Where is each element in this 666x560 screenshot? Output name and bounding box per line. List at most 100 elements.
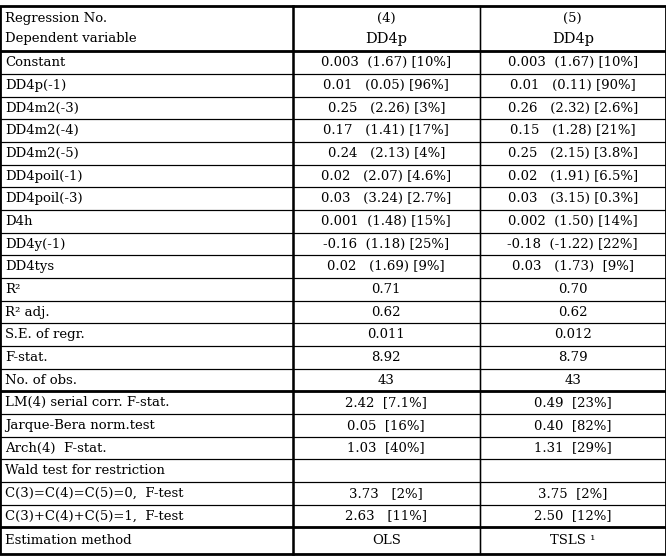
Bar <box>480 188 666 210</box>
Text: -0.16  (1.18) [25%]: -0.16 (1.18) [25%] <box>323 237 450 251</box>
Text: 0.26   (2.32) [2.6%]: 0.26 (2.32) [2.6%] <box>507 101 638 115</box>
Bar <box>293 301 480 324</box>
Text: F-stat.: F-stat. <box>5 351 48 364</box>
Text: DD4p: DD4p <box>365 31 408 45</box>
Bar <box>480 97 666 119</box>
Bar <box>0 233 293 255</box>
Bar <box>0 210 293 233</box>
Bar <box>293 391 480 414</box>
Text: 0.25   (2.15) [3.8%]: 0.25 (2.15) [3.8%] <box>507 147 638 160</box>
Text: OLS: OLS <box>372 534 401 548</box>
Text: 3.73   [2%]: 3.73 [2%] <box>350 487 423 500</box>
Bar <box>293 459 480 482</box>
Text: DD4y(-1): DD4y(-1) <box>5 237 66 251</box>
Bar <box>0 255 293 278</box>
Text: 0.003  (1.67) [10%]: 0.003 (1.67) [10%] <box>507 57 638 69</box>
Text: DD4m2(-3): DD4m2(-3) <box>5 101 79 115</box>
Bar <box>480 119 666 142</box>
Bar <box>480 482 666 505</box>
Text: R²: R² <box>5 283 21 296</box>
Bar <box>480 52 666 74</box>
Bar <box>0 188 293 210</box>
Text: 1.03  [40%]: 1.03 [40%] <box>348 442 425 455</box>
Bar <box>293 324 480 346</box>
Text: C(3)=C(4)=C(5)=0,  F-test: C(3)=C(4)=C(5)=0, F-test <box>5 487 184 500</box>
Bar <box>480 324 666 346</box>
Bar <box>0 437 293 459</box>
Text: 0.49  [23%]: 0.49 [23%] <box>534 396 611 409</box>
Text: 2.63   [11%]: 2.63 [11%] <box>345 510 428 522</box>
Bar <box>480 528 666 554</box>
Bar <box>293 346 480 369</box>
Text: 8.79: 8.79 <box>558 351 587 364</box>
Text: TSLS ¹: TSLS ¹ <box>550 534 595 548</box>
Bar <box>0 52 293 74</box>
Text: 0.003  (1.67) [10%]: 0.003 (1.67) [10%] <box>321 57 452 69</box>
Text: 0.03   (3.24) [2.7%]: 0.03 (3.24) [2.7%] <box>321 192 452 206</box>
Text: 0.15   (1.28) [21%]: 0.15 (1.28) [21%] <box>510 124 635 137</box>
Text: Estimation method: Estimation method <box>5 534 132 548</box>
Bar <box>293 414 480 437</box>
Bar <box>293 52 480 74</box>
Text: 2.50  [12%]: 2.50 [12%] <box>534 510 611 522</box>
Bar <box>0 482 293 505</box>
Text: 0.02   (2.07) [4.6%]: 0.02 (2.07) [4.6%] <box>321 170 452 183</box>
Bar <box>480 414 666 437</box>
Bar <box>0 459 293 482</box>
Text: (4): (4) <box>377 12 396 25</box>
Text: DD4poil(-3): DD4poil(-3) <box>5 192 83 206</box>
Text: 0.03   (3.15) [0.3%]: 0.03 (3.15) [0.3%] <box>507 192 638 206</box>
Text: 0.62: 0.62 <box>372 306 401 319</box>
Bar <box>0 346 293 369</box>
Text: LM(4) serial corr. F-stat.: LM(4) serial corr. F-stat. <box>5 396 170 409</box>
Bar <box>293 437 480 459</box>
Bar <box>480 233 666 255</box>
Text: D4h: D4h <box>5 215 33 228</box>
Text: 0.40  [82%]: 0.40 [82%] <box>534 419 611 432</box>
Text: 43: 43 <box>378 374 395 386</box>
Text: Dependent variable: Dependent variable <box>5 32 137 45</box>
Bar <box>293 74 480 97</box>
Bar <box>480 142 666 165</box>
Bar <box>293 255 480 278</box>
Bar <box>480 74 666 97</box>
Bar <box>480 6 666 52</box>
Text: Regression No.: Regression No. <box>5 12 107 25</box>
Bar <box>0 278 293 301</box>
Bar <box>0 369 293 391</box>
Bar <box>0 97 293 119</box>
Bar <box>293 482 480 505</box>
Text: DD4tys: DD4tys <box>5 260 55 273</box>
Text: 3.75  [2%]: 3.75 [2%] <box>538 487 607 500</box>
Text: 0.05  [16%]: 0.05 [16%] <box>348 419 425 432</box>
Text: 0.17   (1.41) [17%]: 0.17 (1.41) [17%] <box>323 124 450 137</box>
Text: 0.24   (2.13) [4%]: 0.24 (2.13) [4%] <box>328 147 445 160</box>
Text: S.E. of regr.: S.E. of regr. <box>5 328 85 341</box>
Text: 0.01   (0.11) [90%]: 0.01 (0.11) [90%] <box>510 79 635 92</box>
Text: 0.02   (1.91) [6.5%]: 0.02 (1.91) [6.5%] <box>507 170 638 183</box>
Text: 0.71: 0.71 <box>372 283 401 296</box>
Text: 0.011: 0.011 <box>368 328 405 341</box>
Text: 2.42  [7.1%]: 2.42 [7.1%] <box>346 396 427 409</box>
Bar <box>480 255 666 278</box>
Bar <box>480 505 666 528</box>
Bar <box>0 6 293 52</box>
Text: DD4p(-1): DD4p(-1) <box>5 79 67 92</box>
Text: -0.18  (-1.22) [22%]: -0.18 (-1.22) [22%] <box>507 237 638 251</box>
Bar <box>480 346 666 369</box>
Bar <box>0 165 293 188</box>
Bar <box>293 369 480 391</box>
Bar <box>293 233 480 255</box>
Bar <box>480 369 666 391</box>
Bar <box>0 142 293 165</box>
Bar <box>0 119 293 142</box>
Text: R² adj.: R² adj. <box>5 306 50 319</box>
Bar <box>0 324 293 346</box>
Bar <box>480 391 666 414</box>
Text: 1.31  [29%]: 1.31 [29%] <box>534 442 611 455</box>
Bar <box>480 278 666 301</box>
Text: Wald test for restriction: Wald test for restriction <box>5 464 165 477</box>
Text: 43: 43 <box>564 374 581 386</box>
Bar <box>0 528 293 554</box>
Text: Arch(4)  F-stat.: Arch(4) F-stat. <box>5 442 107 455</box>
